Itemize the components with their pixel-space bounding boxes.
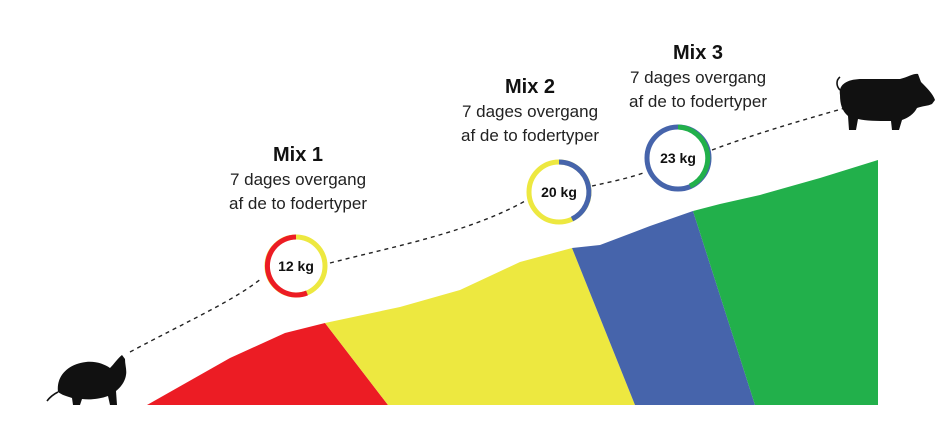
mix-1-title: Mix 1 xyxy=(273,144,323,166)
band-red xyxy=(147,323,388,405)
weight-marker-1: 12 kg xyxy=(264,234,328,298)
mix-3-line2: af de to fodertyper xyxy=(629,92,767,111)
weight-label-2: 20 kg xyxy=(541,184,577,200)
weight-marker-3: 23 kg xyxy=(644,124,712,192)
mix-2-caption: Mix 2 7 dages overgang af de to fodertyp… xyxy=(461,76,599,145)
mix-1-line1: 7 dages overgang xyxy=(230,170,366,189)
mix-3-caption: Mix 3 7 dages overgang af de to fodertyp… xyxy=(629,42,767,111)
mix-3-title: Mix 3 xyxy=(673,42,723,64)
weight-label-1: 12 kg xyxy=(278,258,314,274)
mix-1-caption: Mix 1 7 dages overgang af de to fodertyp… xyxy=(229,144,367,213)
ring-arc-3 xyxy=(677,124,711,189)
ring-arc-1 xyxy=(264,234,308,298)
mix-1-line2: af de to fodertyper xyxy=(229,194,367,213)
ring-arc-2 xyxy=(558,159,592,222)
band-yellow xyxy=(325,248,635,405)
growth-path xyxy=(129,107,846,353)
piglet-icon xyxy=(46,355,127,405)
weight-label-3: 23 kg xyxy=(660,150,696,166)
growth-bands xyxy=(147,160,878,405)
mix-2-line2: af de to fodertyper xyxy=(461,126,599,145)
band-blue xyxy=(572,211,755,405)
mix-2-title: Mix 2 xyxy=(505,76,555,98)
weight-marker-2: 20 kg xyxy=(526,159,592,225)
mix-3-line1: 7 dages overgang xyxy=(630,68,766,87)
band-green xyxy=(693,160,878,405)
adult-pig-icon xyxy=(836,73,935,130)
mix-2-line1: 7 dages overgang xyxy=(462,102,598,121)
